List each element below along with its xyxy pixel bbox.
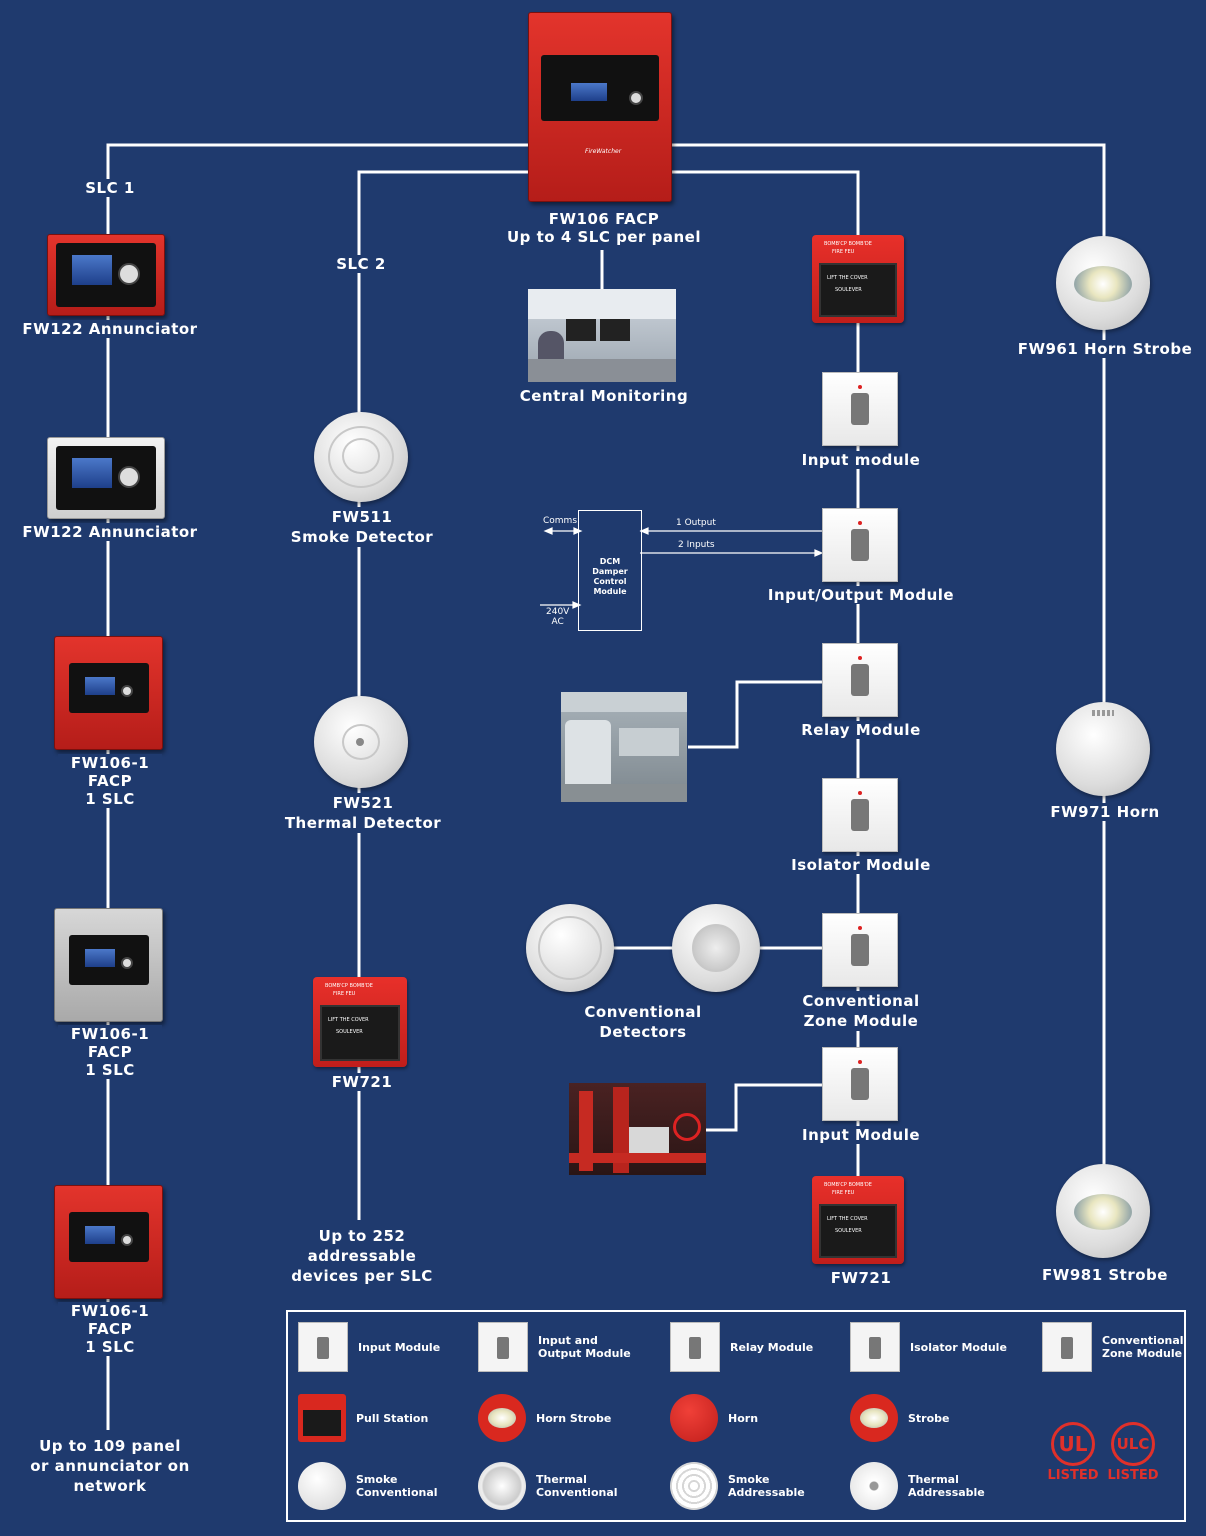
dcm-inputs-label: 2 Inputs bbox=[678, 540, 715, 550]
thermal-conventional-icon bbox=[478, 1462, 526, 1510]
module-icon bbox=[478, 1322, 528, 1372]
fw961-horn-strobe bbox=[1056, 236, 1150, 330]
sprinkler-valve-photo bbox=[569, 1083, 706, 1175]
main-facp-panel: FireWatcher bbox=[528, 12, 672, 202]
relay-module bbox=[822, 643, 898, 717]
pull-station-icon bbox=[298, 1394, 346, 1442]
legend-horn: Horn bbox=[670, 1394, 758, 1442]
horn-strobe-icon bbox=[478, 1394, 526, 1442]
horn-icon bbox=[670, 1394, 718, 1442]
input-module-1 bbox=[822, 372, 898, 446]
fw122-annunciator-white bbox=[47, 437, 165, 519]
slc4-device-1-label: FW961 Horn Strobe bbox=[1014, 340, 1196, 358]
ul-listed-mark: UL LISTED bbox=[1046, 1422, 1100, 1483]
dcm-output-label: 1 Output bbox=[676, 518, 716, 528]
input-module-2 bbox=[822, 1047, 898, 1121]
fw721-pull-station-slc3: BOMB'CP BOMB'DE FIRE FEU LIFT THE COVER … bbox=[812, 1176, 904, 1264]
slc1-device-2-label: FW122 Annunciator bbox=[18, 523, 202, 541]
slc1-device-4-label: FW106-1 FACP 1 SLC bbox=[58, 1025, 162, 1079]
slc1-footer: Up to 109 panel or annunciator on networ… bbox=[22, 1436, 198, 1496]
legend-conventional-zone-module: Conventional Zone Module bbox=[1042, 1322, 1184, 1372]
fw106-1-facp-grey bbox=[54, 908, 163, 1022]
fw122-annunciator-red bbox=[47, 234, 165, 316]
ulc-listed-mark: ULC LISTED bbox=[1106, 1422, 1160, 1483]
legend-thermal-conventional: Thermal Conventional bbox=[478, 1462, 618, 1510]
slc1-label: SLC 1 bbox=[78, 179, 142, 197]
slc3-device-1-label: Input module bbox=[790, 451, 932, 469]
main-panel-label: FW106 FACP Up to 4 SLC per panel bbox=[500, 210, 708, 246]
slc2-device-2-label: FW521 Thermal Detector bbox=[276, 793, 450, 833]
module-icon bbox=[298, 1322, 348, 1372]
fw971-horn bbox=[1056, 702, 1150, 796]
slc3-device-2-label: Input/Output Module bbox=[760, 586, 962, 604]
legend: Input Module Input and Output Module Rel… bbox=[286, 1310, 1186, 1522]
legend-smoke-addressable: Smoke Addressable bbox=[670, 1462, 805, 1510]
module-icon bbox=[670, 1322, 720, 1372]
conventional-detectors-label: Conventional Detectors bbox=[570, 1002, 716, 1042]
fw106-1-facp-red-2 bbox=[54, 1185, 163, 1299]
slc3-device-5-label: Conventional Zone Module bbox=[790, 991, 932, 1031]
slc3-device-4-label: Isolator Module bbox=[782, 856, 940, 874]
hvac-duct-photo bbox=[561, 692, 687, 802]
legend-input-module: Input Module bbox=[298, 1322, 440, 1372]
slc3-device-6-label: Input Module bbox=[790, 1126, 932, 1144]
slc1-device-3-label: FW106-1 FACP 1 SLC bbox=[58, 754, 162, 808]
module-icon bbox=[850, 1322, 900, 1372]
module-icon bbox=[1042, 1322, 1092, 1372]
fw981-strobe bbox=[1056, 1164, 1150, 1258]
slc4-device-3-label: FW981 Strobe bbox=[1030, 1266, 1180, 1284]
brand-label: FireWatcher bbox=[585, 148, 622, 155]
slc4-device-2-label: FW971 Horn bbox=[1030, 803, 1180, 821]
slc1-device-1-label: FW122 Annunciator bbox=[18, 320, 202, 338]
slc2-footer: Up to 252 addressable devices per SLC bbox=[276, 1226, 448, 1286]
dcm-comms-label: Comms bbox=[543, 516, 578, 526]
legend-input-output-module: Input and Output Module bbox=[478, 1322, 631, 1372]
dcm-power-label: 240V AC bbox=[546, 607, 570, 627]
legend-relay-module: Relay Module bbox=[670, 1322, 813, 1372]
strobe-icon bbox=[850, 1394, 898, 1442]
fw511-smoke-detector bbox=[314, 412, 408, 502]
slc3-device-3-label: Relay Module bbox=[790, 721, 932, 739]
pull-station-slc3-top: BOMB'CP BOMB'DE FIRE FEU LIFT THE COVER … bbox=[812, 235, 904, 323]
conventional-smoke-detector bbox=[526, 904, 614, 992]
legend-thermal-addressable: Thermal Addressable bbox=[850, 1462, 985, 1510]
fw106-1-facp-red-1 bbox=[54, 636, 163, 750]
input-output-module bbox=[822, 508, 898, 582]
slc2-device-1-label: FW511 Smoke Detector bbox=[280, 507, 444, 547]
slc3-device-7-label: FW721 bbox=[810, 1269, 912, 1287]
conventional-thermal-detector bbox=[672, 904, 760, 992]
slc2-device-3-label: FW721 bbox=[310, 1073, 414, 1091]
legend-smoke-conventional: Smoke Conventional bbox=[298, 1462, 438, 1510]
fw721-pull-station-slc2: BOMB'CP BOMB'DE FIRE FEU LIFT THE COVER … bbox=[313, 977, 407, 1067]
legend-isolator-module: Isolator Module bbox=[850, 1322, 1007, 1372]
isolator-module bbox=[822, 778, 898, 852]
conventional-zone-module bbox=[822, 913, 898, 987]
legend-pull-station: Pull Station bbox=[298, 1394, 428, 1442]
central-monitoring-label: Central Monitoring bbox=[510, 387, 698, 405]
legend-strobe: Strobe bbox=[850, 1394, 950, 1442]
central-monitoring-photo bbox=[528, 289, 676, 382]
legend-horn-strobe: Horn Strobe bbox=[478, 1394, 611, 1442]
smoke-addressable-icon bbox=[670, 1462, 718, 1510]
dcm-damper-control-module: DCM Damper Control Module bbox=[578, 510, 642, 631]
smoke-conventional-icon bbox=[298, 1462, 346, 1510]
slc2-label: SLC 2 bbox=[326, 255, 396, 273]
fw521-thermal-detector bbox=[314, 696, 408, 788]
slc1-device-5-label: FW106-1 FACP 1 SLC bbox=[58, 1302, 162, 1356]
thermal-addressable-icon bbox=[850, 1462, 898, 1510]
